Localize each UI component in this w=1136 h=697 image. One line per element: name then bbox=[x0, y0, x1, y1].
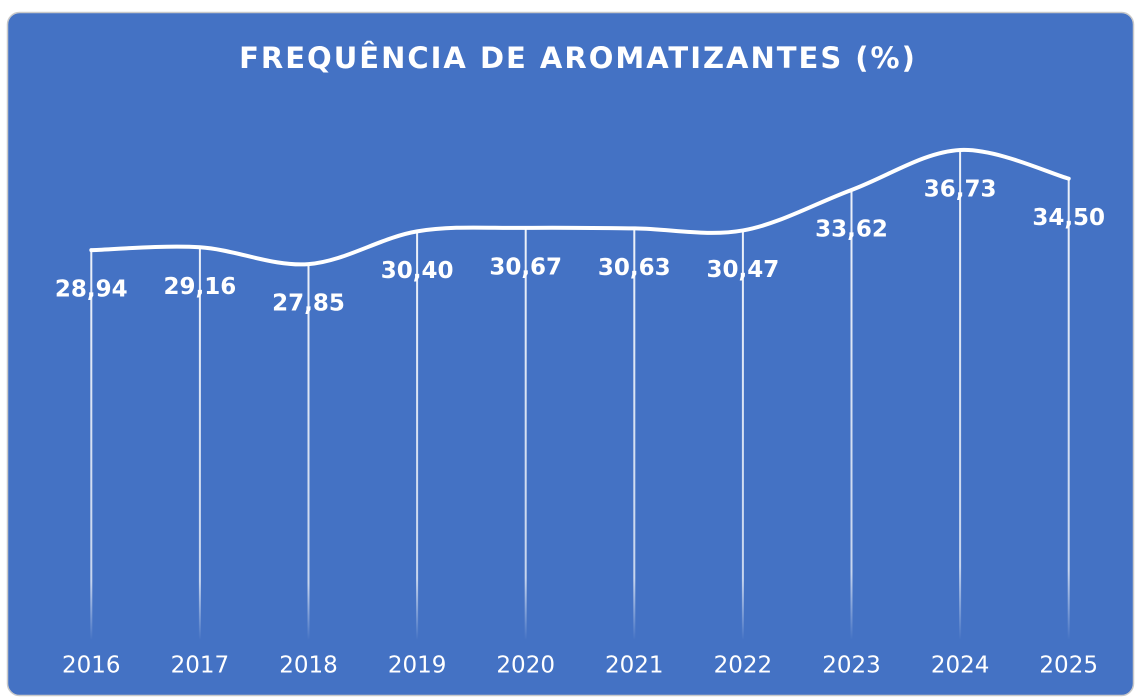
data-label: 30,63 bbox=[598, 255, 671, 281]
chart-background bbox=[6, 11, 1135, 697]
x-tick-label: 2018 bbox=[279, 653, 338, 679]
drop-line bbox=[850, 189, 853, 640]
drop-line bbox=[1067, 178, 1070, 641]
data-label: 33,62 bbox=[815, 216, 888, 242]
x-tick-label: 2024 bbox=[931, 653, 990, 679]
drop-line bbox=[741, 230, 744, 640]
drop-line bbox=[633, 228, 636, 641]
data-label: 36,73 bbox=[924, 177, 997, 203]
x-tick-label: 2019 bbox=[388, 653, 447, 679]
drop-line bbox=[959, 150, 962, 640]
data-label: 30,40 bbox=[381, 258, 454, 284]
data-label: 34,50 bbox=[1032, 205, 1105, 231]
data-label: 30,67 bbox=[489, 254, 562, 280]
x-tick-label: 2022 bbox=[714, 653, 773, 679]
line bbox=[89, 148, 1071, 267]
data-label: 28,94 bbox=[55, 277, 128, 303]
data-label: 30,47 bbox=[707, 257, 780, 283]
x-tick-label: 2020 bbox=[496, 653, 555, 679]
drop-line bbox=[307, 264, 310, 640]
data-label: 29,16 bbox=[164, 274, 237, 300]
drop-line bbox=[198, 247, 201, 640]
x-tick-label: 2025 bbox=[1039, 653, 1098, 679]
drop-line bbox=[416, 231, 419, 641]
x-tick-label: 2016 bbox=[62, 653, 121, 679]
x-tick-label: 2023 bbox=[822, 653, 881, 679]
x-tick-label: 2017 bbox=[171, 653, 230, 679]
x-tick-label: 2021 bbox=[605, 653, 664, 679]
data-label: 27,85 bbox=[272, 291, 345, 317]
drop-line bbox=[90, 250, 93, 640]
drop-line bbox=[524, 227, 527, 640]
chart-title: FREQUÊNCIA DE AROMATIZANTES (%) bbox=[239, 41, 917, 75]
